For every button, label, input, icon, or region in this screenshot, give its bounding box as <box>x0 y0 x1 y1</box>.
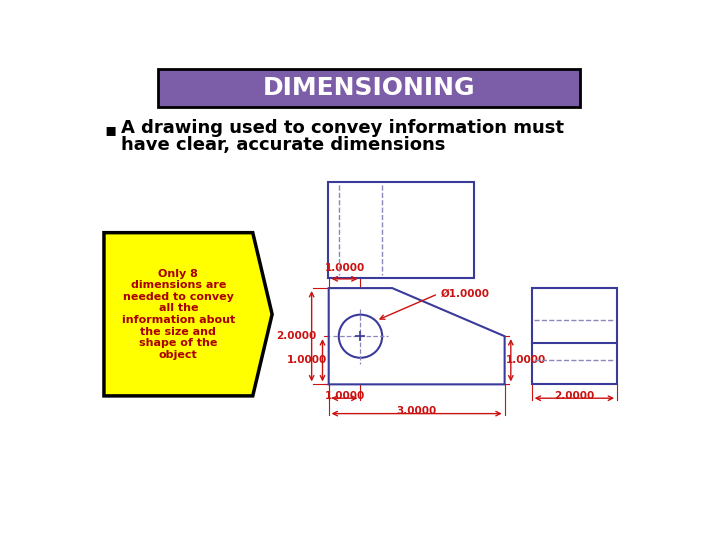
Text: ▪: ▪ <box>104 121 116 139</box>
Text: Only 8
dimensions are
needed to convey
all the
information about
the size and
sh: Only 8 dimensions are needed to convey a… <box>122 269 235 360</box>
Text: 1.0000: 1.0000 <box>506 355 546 365</box>
Bar <box>328 182 474 278</box>
Text: 1.0000: 1.0000 <box>325 264 365 273</box>
Polygon shape <box>104 233 272 396</box>
Text: A drawing used to convey information must: A drawing used to convey information mus… <box>121 119 564 137</box>
Bar <box>158 69 580 107</box>
Text: 1.0000: 1.0000 <box>325 390 365 401</box>
Text: DIMENSIONING: DIMENSIONING <box>263 76 475 100</box>
Text: Ø1.0000: Ø1.0000 <box>441 289 490 299</box>
Text: 2.0000: 2.0000 <box>276 331 316 341</box>
Text: 3.0000: 3.0000 <box>397 406 437 416</box>
Text: 2.0000: 2.0000 <box>554 390 595 401</box>
Text: 1.0000: 1.0000 <box>287 355 327 365</box>
Text: have clear, accurate dimensions: have clear, accurate dimensions <box>121 137 446 154</box>
Bar <box>532 288 617 384</box>
